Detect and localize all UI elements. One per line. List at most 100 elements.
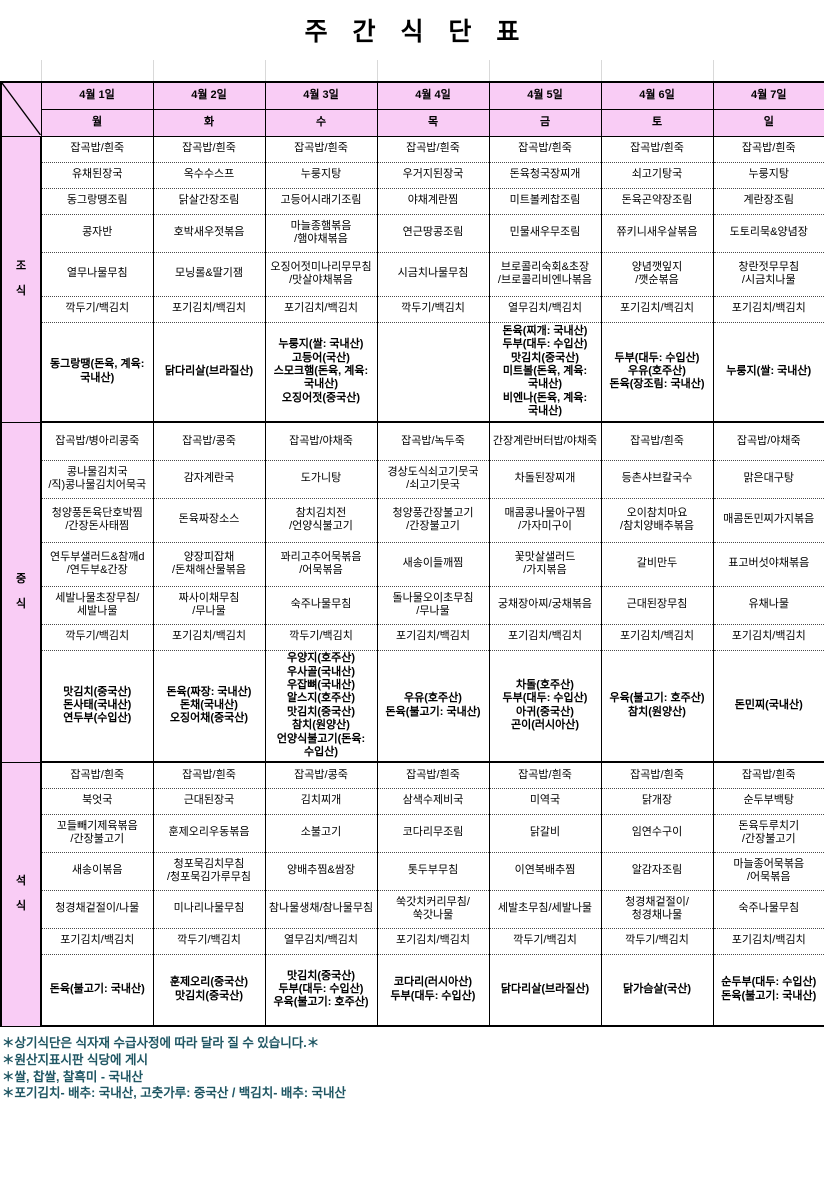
menu-cell: 마늘종햄볶음/햄야채볶음 [264,214,378,253]
menu-cell: 차돌된장찌개 [488,460,602,499]
meal-label-char: 조 [15,259,27,272]
menu-row: 포기김치/백김치 깍두기/백김치 열무김치/백김치 포기김치/백김치 깍두기/백김치 깍두… [1,928,824,955]
menu-cell: 열무나물무침 [40,252,154,297]
header-dow-7: 일 [712,108,824,137]
menu-cell: 연두부샐러드&참깨d/연두부&간장 [40,542,154,587]
menu-cell: 콩자반 [40,214,154,253]
menu-cell: 갈비만두 [600,542,714,587]
origin-cell: 동그랑땡(돈육, 계육: 국내산) [40,322,154,423]
menu-cell: 잡곡밥/흰죽 [488,761,602,789]
origin-cell: 코다리(러시아산) 두부(대두: 수입산) [376,954,490,1027]
origin-cell: 돈민찌(국내산) [712,650,824,763]
menu-cell: 양장피잡채/돈채해산물볶음 [152,542,266,587]
menu-cell: 열무김치/백김치 [264,928,378,955]
menu-cell: 닭개장 [600,788,714,815]
menu-cell: 근대된장국 [152,788,266,815]
origin-cell: 닭가슴살(국산) [600,954,714,1027]
meal-label-char: 석 [15,874,27,887]
menu-cell: 오이참치마요/참치양배추볶음 [600,498,714,543]
menu-cell: 소불고기 [264,814,378,853]
menu-cell: 시금치나물무침 [376,252,490,297]
origin-cell: 돈육(짜장: 국내산) 돈채(국내산) 오징어채(중국산) [152,650,266,763]
header-dow-1: 월 [40,108,154,137]
origin-cell [376,322,490,423]
origin-cell: 닭다리살(브라질산) [488,954,602,1027]
menu-cell: 마늘종어묵볶음/어묵볶음 [712,852,824,891]
menu-cell: 맑은대구탕 [712,460,824,499]
menu-cell: 이연복배추찜 [488,852,602,891]
menu-cell: 깍두기/백김치 [40,296,154,323]
menu-cell: 새송이볶음 [40,852,154,891]
spacer-cell [152,60,266,82]
menu-row: 유채된장국 옥수수스프 누룽지탕 우거지된장국 돈육청국장찌개 쇠고기탕국 누룽지탕 [1,162,824,189]
menu-cell: 깍두기/백김치 [40,624,154,651]
menu-row: 새송이볶음 청포묵김치무침/청포묵김가루무침 양배추찜&쌈장 톳두부무침 이연복배추찜 알… [1,852,824,891]
menu-cell: 포기김치/백김치 [712,624,824,651]
menu-row: 청경채겉절이/나물 미나리나물무침 참나물생채/참나물무침 쑥갓치커리무침/쑥갓나물 세… [1,890,824,929]
menu-cell: 포기김치/백김치 [152,624,266,651]
menu-cell: 잡곡밥/콩죽 [152,421,266,461]
corner-diagonal-cell [0,81,42,137]
footnote-4: ＊포기김치- 배추: 국내산, 고춧가루: 중국산 / 백김치- 배추: 국내산 [2,1086,347,1101]
menu-cell: 참치김치전/언양식불고기 [264,498,378,543]
origin-cell: 우양지(호주산) 우사골(국내산) 우잡뼈(국내산) 알스지(호주산) 맛김치(중국산)… [264,650,378,763]
menu-cell: 포기김치/백김치 [600,624,714,651]
menu-cell: 잡곡밥/흰죽 [40,135,154,163]
menu-cell: 포기김치/백김치 [40,928,154,955]
menu-cell: 경상도식쇠고기뭇국/쇠고기뭇국 [376,460,490,499]
menu-cell: 호박새우젓볶음 [152,214,266,253]
page-title: 주 간 식 단 표 [304,18,529,46]
menu-cell: 세발초무침/세발나물 [488,890,602,929]
menu-cell: 잡곡밥/흰죽 [712,761,824,789]
origin-cell: 돈육(불고기: 국내산) [40,954,154,1027]
menu-cell: 깍두기/백김치 [152,928,266,955]
menu-cell: 청포묵김치무침/청포묵김가루무침 [152,852,266,891]
menu-cell: 고등어시래기조림 [264,188,378,215]
menu-cell: 미트볼케찹조림 [488,188,602,215]
menu-row: 동그랑땡조림 닭살간장조림 고등어시래기조림 야채계란찜 미트볼케찹조림 돈육곤약장조림 계… [1,188,824,215]
menu-cell: 쮸키니새우살볶음 [600,214,714,253]
menu-cell: 꽈리고추어묵볶음/어묵볶음 [264,542,378,587]
menu-cell: 매콤콩나물아구찜/가자미구이 [488,498,602,543]
menu-cell: 닭갈비 [488,814,602,853]
menu-cell: 짜사이채무침/무나물 [152,586,266,625]
menu-cell: 잡곡밥/흰죽 [152,761,266,789]
menu-cell: 깍두기/백김치 [488,928,602,955]
spacer-cell [600,60,714,82]
menu-cell: 오징어젓미나리무무침/맛살야채볶음 [264,252,378,297]
menu-cell: 감자계란국 [152,460,266,499]
table-spacer-row [1,60,824,82]
menu-cell: 우거지된장국 [376,162,490,189]
menu-cell: 잡곡밥/흰죽 [488,135,602,163]
menu-cell: 포기김치/백김치 [488,624,602,651]
header-date-row: 4월 1일 4월 2일 4월 3일 4월 4일 4월 5일 4월 6일 4월 7일 [0,81,824,137]
menu-cell: 야채계란찜 [376,188,490,215]
menu-row: 석 식 잡곡밥/흰죽 잡곡밥/흰죽 잡곡밥/콩죽 잡곡밥/흰죽 잡곡밥/흰죽 잡곡밥/흰죽 잡곡… [0,761,824,1027]
menu-cell: 잡곡밥/야채죽 [712,421,824,461]
menu-row: 조 식 잡곡밥/흰죽 잡곡밥/흰죽 잡곡밥/흰죽 잡곡밥/흰죽 잡곡밥/흰죽 잡곡밥/흰죽 잡곡… [0,135,824,423]
origin-cell: 우육(불고기: 호주산) 참치(원양산) [600,650,714,763]
menu-cell: 누룽지탕 [264,162,378,189]
menu-cell: 잡곡밥/흰죽 [712,135,824,163]
footnote-1: ＊상기식단은 식자재 수급사정에 따라 달라 질 수 있습니다.＊ [2,1036,320,1050]
menu-cell: 돌나물오이초무침/무나물 [376,586,490,625]
menu-row: 꼬들빼기제육볶음/간장불고기 훈제오리우동볶음 소불고기 코다리무조림 닭갈비 임연수구이… [1,814,824,853]
menu-cell: 톳두부무침 [376,852,490,891]
footnote-3: ＊쌀, 찹쌀, 찰흑미 - 국내산 [2,1069,144,1084]
menu-cell: 양배추찜&쌈장 [264,852,378,891]
menu-cell: 궁채장아찌/궁채볶음 [488,586,602,625]
spacer-cell [376,60,490,82]
menu-cell: 돈육곤약장조림 [600,188,714,215]
menu-cell: 포기김치/백김치 [376,928,490,955]
origin-row: 맛김치(중국산) 돈사태(국내산) 연두부(수입산) 돈육(짜장: 국내산) 돈채(국내… [1,650,824,763]
menu-cell: 표고버섯야채볶음 [712,542,824,587]
menu-row: 열무나물무침 모닝롤&딸기잼 오징어젓미나리무무침/맛살야채볶음 시금치나물무침 브로콜… [1,252,824,297]
menu-row: 콩나물김치국/직)콩나물김치어묵국 감자계란국 도가니탕 경상도식쇠고기뭇국/쇠고기뭇… [1,460,824,499]
menu-cell: 꽃맛살샐러드/가지볶음 [488,542,602,587]
menu-cell: 닭살간장조림 [152,188,266,215]
menu-cell: 잡곡밥/흰죽 [264,135,378,163]
origin-cell: 맛김치(중국산) 두부(대두: 수입산) 우육(불고기: 호주산) [264,954,378,1027]
